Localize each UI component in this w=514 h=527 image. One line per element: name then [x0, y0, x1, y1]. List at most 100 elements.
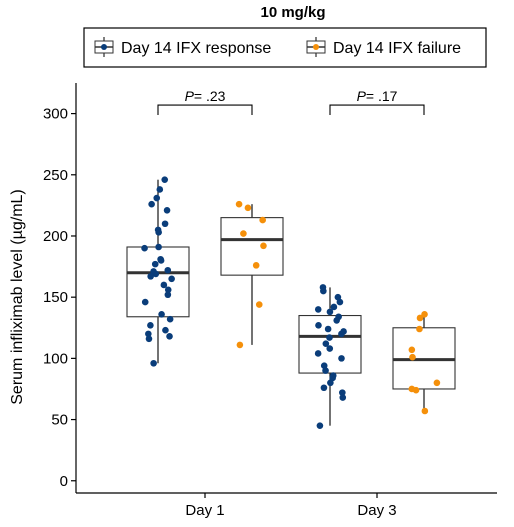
data-point: [260, 242, 267, 250]
data-point: [421, 311, 428, 318]
data-point: [336, 298, 344, 306]
box: [220, 200, 284, 349]
legend-item: Day 14 IFX response: [94, 37, 271, 57]
p-value-label: P= .17: [357, 88, 398, 104]
data-point: [156, 186, 164, 193]
legend: Day 14 IFX response Day 14 IFX failure: [83, 27, 487, 68]
data-point: [148, 200, 155, 208]
p-value-bracket: P= .17: [329, 88, 425, 116]
data-point: [244, 204, 252, 212]
data-point: [338, 355, 345, 362]
data-point: [155, 229, 162, 236]
y-tick-label: 250: [43, 167, 68, 184]
data-point: [412, 386, 420, 394]
data-point: [147, 273, 154, 280]
data-point: [327, 379, 334, 387]
data-point: [160, 281, 168, 289]
data-point: [322, 340, 330, 347]
data-point: [320, 287, 327, 295]
box-iqr: [298, 314, 362, 374]
data-point: [333, 317, 340, 324]
p-value-label: P= .23: [185, 88, 226, 104]
data-point: [409, 353, 416, 361]
data-point: [314, 350, 322, 357]
data-point: [150, 359, 157, 367]
data-point: [330, 303, 338, 311]
data-point: [235, 200, 243, 208]
x-tick-label: Day 1: [185, 502, 224, 519]
legend-key-dot: [313, 44, 319, 50]
data-point: [416, 325, 423, 333]
legend-label: Day 14 IFX response: [121, 40, 271, 57]
box: [126, 176, 190, 367]
data-point: [339, 394, 347, 401]
data-point: [240, 230, 247, 237]
data-point: [322, 367, 329, 374]
data-point: [416, 314, 424, 322]
data-point: [153, 194, 161, 202]
data-point: [315, 322, 322, 329]
x-axis: Day 1 Day 3: [76, 492, 497, 519]
y-tick-label: 0: [60, 473, 68, 490]
data-point: [141, 298, 149, 306]
data-point: [161, 176, 169, 183]
data-point: [255, 301, 263, 308]
data-point: [147, 322, 154, 329]
y-tick-label: 300: [43, 106, 68, 123]
data-point: [155, 243, 162, 251]
bracket-line: [157, 104, 253, 116]
y-axis-title: Serum infliximab level (µg/mL): [9, 189, 26, 405]
legend-label: Day 14 IFX failure: [333, 40, 461, 57]
data-point: [329, 374, 336, 382]
data-point: [145, 330, 152, 338]
data-point: [326, 308, 334, 316]
data-point: [164, 286, 172, 294]
data-point: [166, 333, 173, 340]
p-value-bracket: P= .23: [157, 88, 253, 116]
data-point: [259, 216, 266, 224]
data-point: [157, 257, 165, 264]
box: [298, 284, 362, 429]
plot-area: [126, 176, 456, 429]
data-point: [252, 262, 260, 269]
series-failure: [220, 200, 456, 415]
data-point: [433, 379, 441, 387]
data-point: [236, 341, 244, 349]
data-point: [162, 326, 169, 334]
data-point: [314, 306, 322, 313]
data-point: [421, 407, 429, 415]
bracket-line: [329, 104, 425, 116]
data-point: [145, 335, 153, 343]
box-iqr: [220, 217, 284, 276]
y-axis: 0 50 100 150 200 250 300: [43, 83, 77, 493]
box: [392, 311, 456, 415]
data-point: [320, 384, 328, 392]
data-point: [158, 311, 165, 318]
legend-key-dot: [101, 44, 107, 50]
data-point: [161, 220, 169, 228]
x-tick-label: Day 3: [357, 502, 396, 519]
chart-title: 10 mg/kg: [260, 4, 325, 21]
data-point: [316, 422, 324, 429]
data-point: [151, 260, 159, 268]
y-tick-label: 100: [43, 350, 68, 367]
y-tick-label: 200: [43, 228, 68, 245]
p-value-annotations: P= .23 P= .17: [157, 88, 425, 116]
data-point: [152, 270, 160, 278]
legend-item: Day 14 IFX failure: [306, 37, 461, 57]
data-point: [166, 315, 174, 323]
data-point: [326, 345, 334, 352]
y-tick-label: 150: [43, 289, 68, 306]
data-point: [408, 346, 416, 354]
data-point: [163, 206, 171, 214]
legend-frame: [83, 27, 487, 68]
data-point: [326, 334, 333, 341]
data-point: [168, 275, 175, 283]
data-point: [338, 330, 345, 338]
data-point: [164, 291, 172, 299]
series-response: [126, 176, 362, 429]
y-tick-label: 50: [51, 412, 68, 429]
data-point: [164, 266, 172, 274]
data-point: [324, 325, 332, 333]
